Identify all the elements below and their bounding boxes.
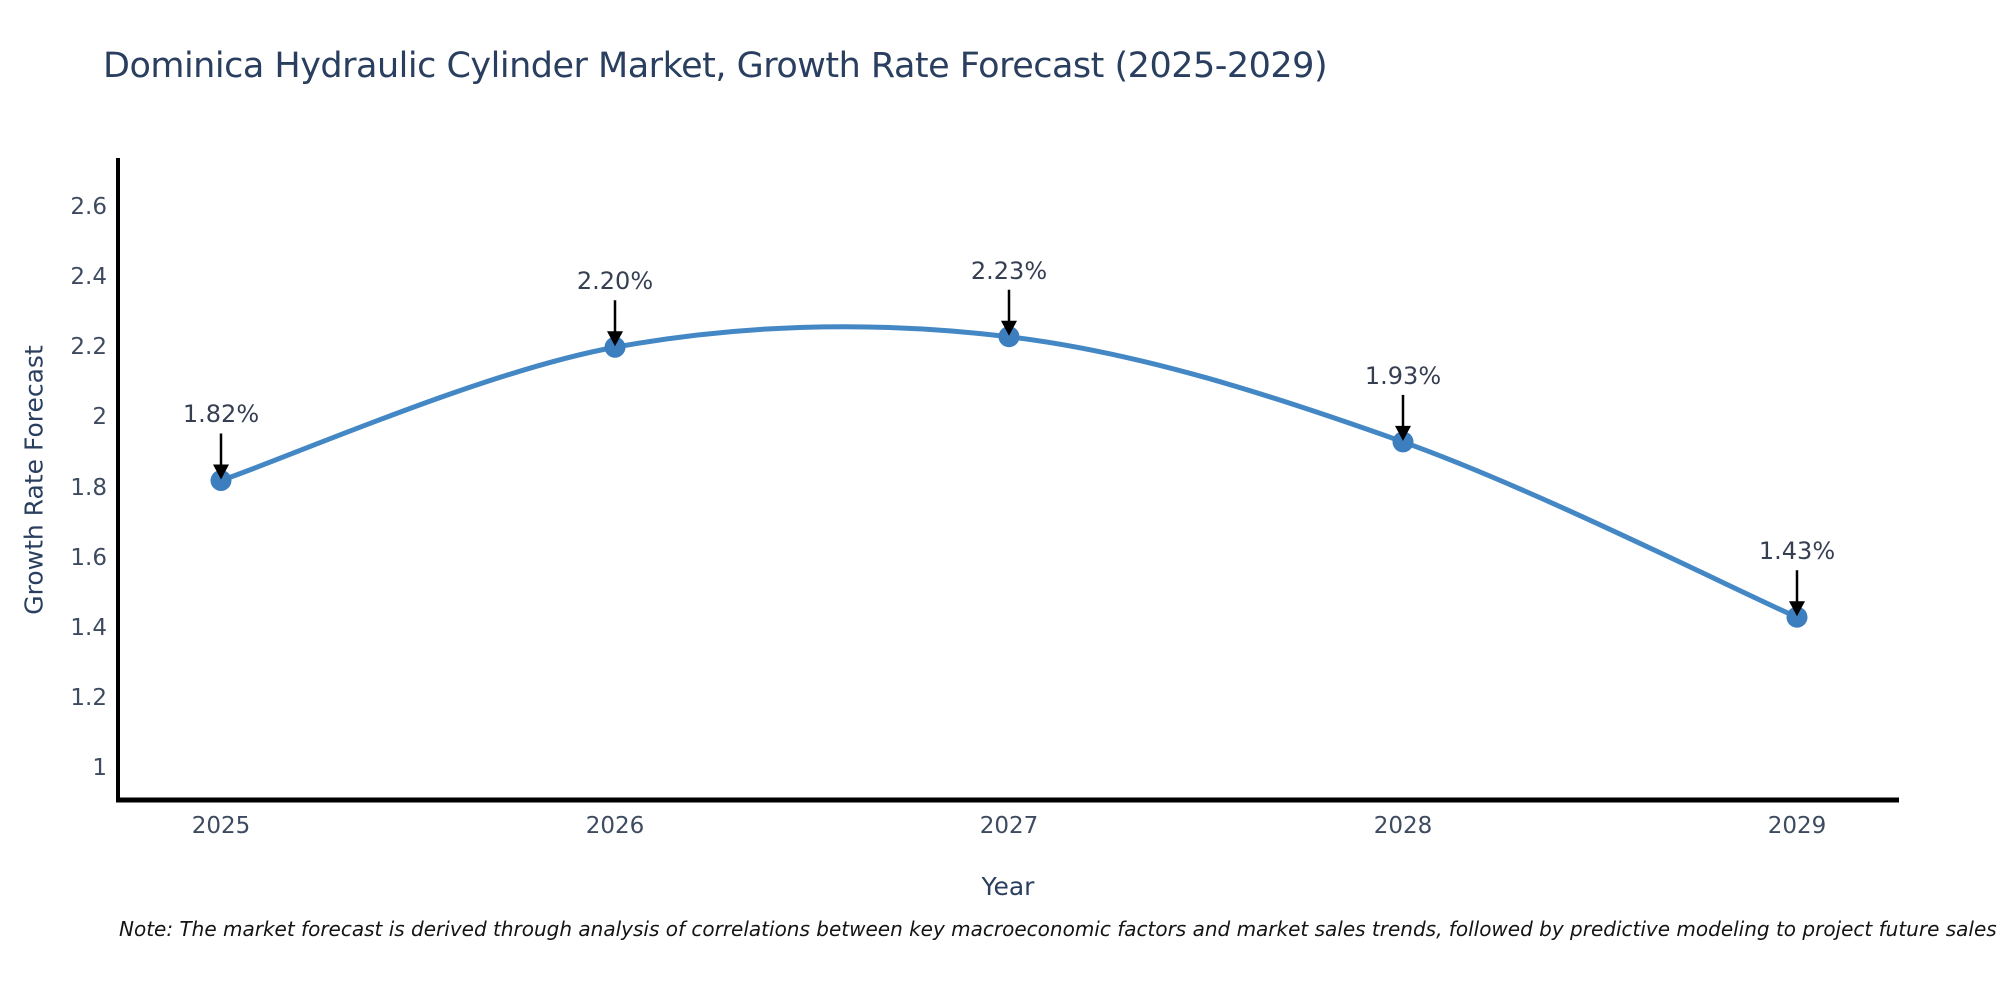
annotation-label: 1.82% — [182, 400, 260, 429]
y-tick-label: 2.2 — [70, 334, 107, 361]
y-tick-label: 2.4 — [70, 264, 107, 291]
annotation-arrow-head — [1789, 601, 1805, 617]
annotation-arrow-head — [607, 331, 623, 347]
x-tick-label: 2027 — [979, 813, 1039, 839]
data-point-marker — [210, 469, 232, 491]
annotation-arrow-head — [213, 464, 229, 480]
annotation-label: 2.23% — [970, 256, 1048, 285]
y-tick-label: 1.6 — [70, 544, 107, 571]
x-tick-label: 2028 — [1373, 813, 1433, 839]
y-tick-label: 1.4 — [70, 614, 107, 641]
annotation-arrow-head — [1001, 320, 1017, 336]
chart-title: Dominica Hydraulic Cylinder Market, Grow… — [103, 46, 1328, 86]
x-tick-label: 2026 — [585, 813, 645, 839]
x-axis-title: Year — [981, 872, 1035, 901]
y-tick-label: 1.8 — [70, 474, 107, 501]
data-point-marker — [1392, 431, 1414, 453]
annotation-label: 2.20% — [576, 267, 654, 296]
data-point-marker — [604, 336, 626, 358]
x-tick-label: 2025 — [191, 813, 251, 839]
annotation-label: 1.93% — [1364, 361, 1442, 390]
annotation-label: 1.43% — [1758, 537, 1836, 566]
y-tick-label: 2 — [92, 404, 107, 431]
data-point-marker — [998, 326, 1020, 348]
y-tick-label: 1.2 — [70, 684, 107, 711]
footnote: Note: The market forecast is derived thr… — [119, 917, 1997, 941]
annotation-arrow-head — [1395, 425, 1411, 441]
data-point-marker — [1786, 606, 1808, 628]
forecast-curve — [218, 324, 1800, 620]
x-tick-label: 2029 — [1767, 813, 1827, 839]
y-tick-label: 1 — [92, 755, 107, 781]
y-tick-label: 2.6 — [70, 194, 107, 220]
